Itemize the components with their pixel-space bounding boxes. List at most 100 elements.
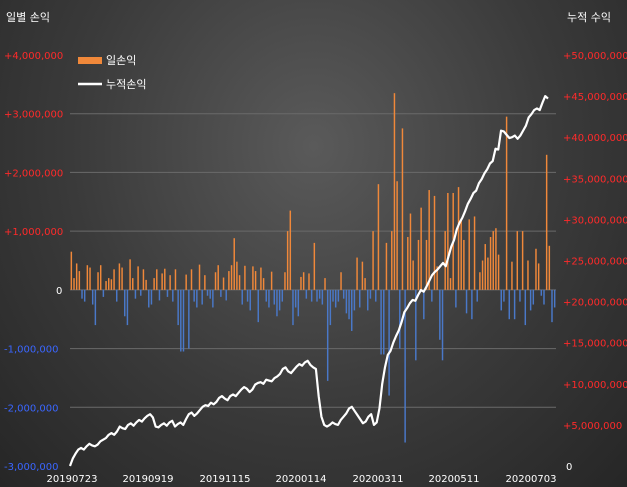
bar: [396, 181, 398, 290]
bar: [375, 289, 377, 302]
bar: [148, 289, 150, 308]
bar: [420, 207, 422, 290]
bar: [511, 261, 513, 290]
bar: [500, 289, 502, 311]
bar: [121, 267, 123, 290]
bar: [471, 289, 473, 320]
bar: [516, 231, 519, 290]
bar: [140, 289, 142, 296]
bar: [270, 271, 273, 290]
bar: [409, 213, 412, 290]
bar: [244, 265, 246, 290]
right-tick-label: +35,000,000: [563, 174, 627, 185]
bar: [241, 289, 243, 305]
x-tick-label: 20200311: [353, 474, 404, 485]
bar: [548, 245, 551, 290]
bar: [383, 289, 385, 355]
bar: [481, 260, 484, 290]
bar: [551, 289, 553, 323]
bar: [91, 289, 94, 305]
bar: [508, 289, 510, 320]
bar: [334, 289, 337, 308]
bar: [479, 272, 481, 290]
bar: [73, 278, 75, 290]
bar: [116, 289, 118, 302]
right-axis-title: 누적 수익: [567, 11, 611, 24]
bar: [268, 289, 270, 308]
bar: [214, 272, 217, 290]
bar: [233, 238, 235, 290]
bar: [369, 289, 372, 299]
bar: [423, 289, 425, 320]
bar: [209, 289, 211, 299]
bar: [228, 271, 230, 290]
bar: [94, 289, 97, 326]
bar: [142, 269, 145, 290]
legend-swatch-bar: [78, 57, 102, 64]
bar: [294, 289, 297, 308]
bar: [289, 210, 292, 290]
bar: [262, 278, 265, 290]
bar: [89, 267, 91, 290]
x-tick-label: 20191115: [200, 474, 251, 485]
bar: [492, 231, 494, 290]
bar: [332, 289, 334, 302]
x-tick-label: 20200703: [506, 474, 557, 485]
bar: [313, 242, 316, 290]
grid: [70, 113, 556, 408]
left-tick-label: -3,000,000: [4, 462, 59, 473]
bar: [297, 289, 300, 317]
bar: [132, 278, 134, 290]
bar: [107, 278, 110, 290]
bar: [318, 289, 321, 299]
bar: [444, 231, 446, 290]
bar: [212, 289, 214, 308]
bar: [345, 289, 348, 314]
bar: [308, 273, 310, 290]
bar: [460, 219, 462, 290]
bar: [524, 289, 527, 326]
bar: [124, 289, 126, 317]
right-tick-label: +5,000,000: [563, 421, 622, 432]
left-tick-label: +1,000,000: [4, 227, 63, 238]
bar: [137, 266, 139, 290]
bar: [377, 184, 380, 290]
bar: [417, 239, 420, 290]
bar: [105, 281, 107, 290]
left-tick-label: -1,000,000: [4, 345, 59, 356]
bar: [126, 289, 129, 326]
bar: [497, 254, 500, 290]
bar: [134, 289, 137, 299]
bar: [193, 289, 195, 302]
bar: [428, 190, 430, 290]
bar: [399, 289, 401, 349]
left-tick-label: +4,000,000: [4, 51, 63, 62]
bar: [353, 289, 356, 311]
right-tick-label: +45,000,000: [563, 92, 627, 103]
bar: [70, 251, 73, 290]
bar: [129, 259, 131, 290]
bar: [415, 289, 417, 361]
bar: [281, 289, 284, 302]
bar: [246, 289, 249, 302]
left-axis-title: 일별 손익: [6, 10, 50, 24]
bar: [166, 289, 169, 297]
left-tick-label: +3,000,000: [4, 110, 63, 121]
bar: [388, 289, 390, 396]
bar: [83, 289, 86, 302]
bar: [553, 289, 556, 308]
bar: [465, 289, 468, 314]
bar: [348, 289, 350, 320]
bar: [230, 265, 233, 290]
bar: [527, 260, 529, 290]
x-tick-label: 20200511: [429, 474, 480, 485]
right-tick-label: 0: [566, 462, 572, 473]
bar: [393, 93, 396, 290]
legend-label-line: 누적손익: [106, 78, 146, 91]
right-tick-label: +10,000,000: [563, 380, 627, 391]
bar: [449, 278, 452, 290]
bar: [254, 271, 257, 290]
bar: [535, 248, 537, 290]
bar: [316, 289, 318, 302]
